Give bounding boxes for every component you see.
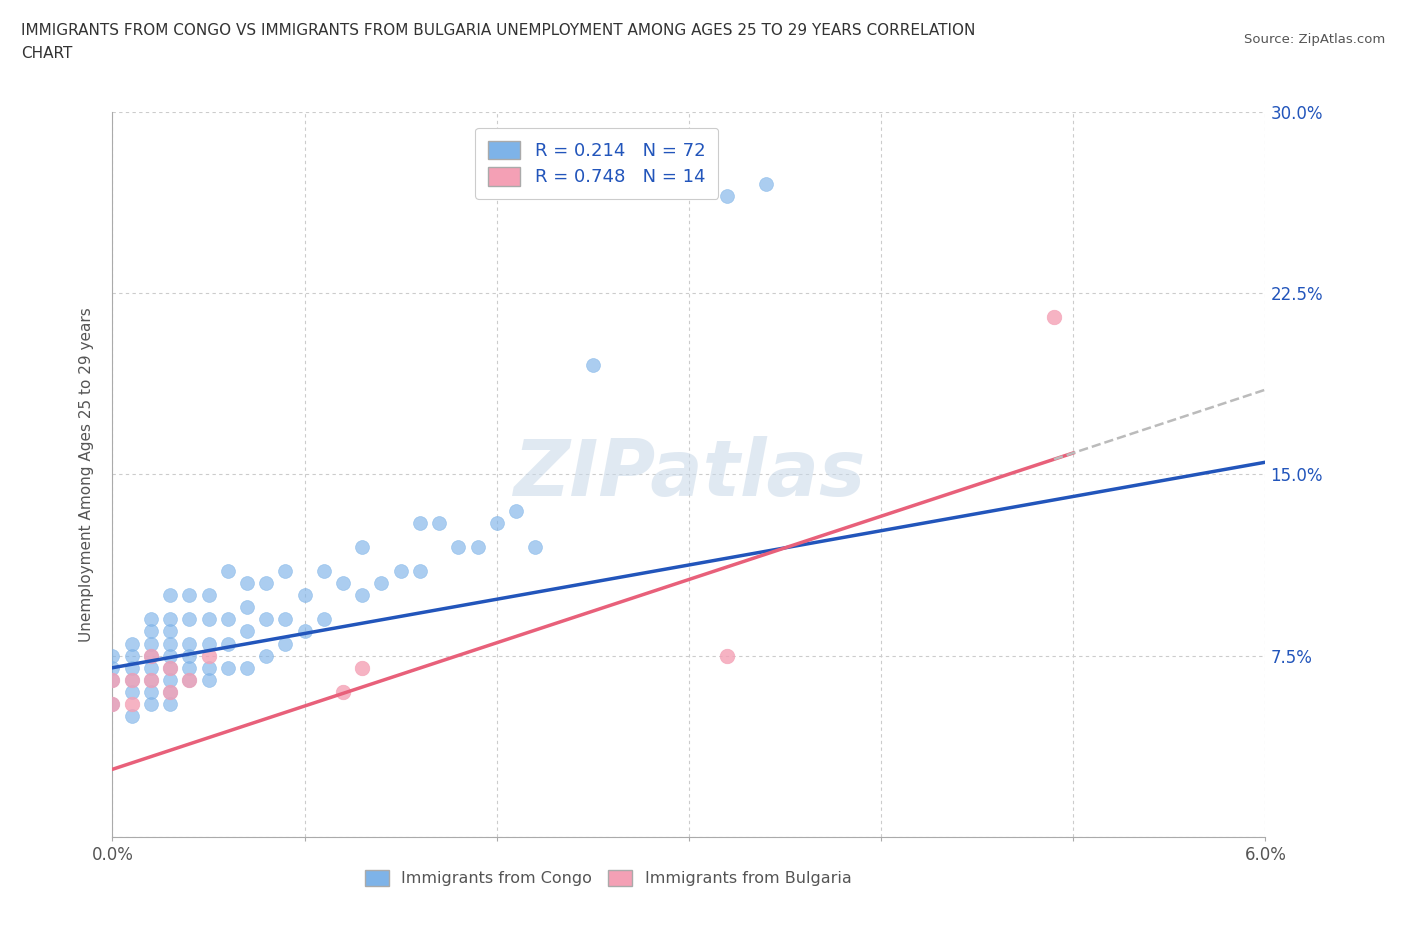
Point xyxy=(197,612,219,627)
Point xyxy=(236,600,259,615)
Point xyxy=(101,697,124,711)
Y-axis label: Unemployment Among Ages 25 to 29 years: Unemployment Among Ages 25 to 29 years xyxy=(79,307,94,642)
Point xyxy=(179,648,201,663)
Point xyxy=(254,612,277,627)
Text: ZIPatlas: ZIPatlas xyxy=(513,436,865,512)
Point xyxy=(159,648,181,663)
Point xyxy=(427,515,450,530)
Point xyxy=(139,684,162,699)
Point xyxy=(179,612,201,627)
Point xyxy=(409,564,432,578)
Point xyxy=(582,358,605,373)
Point xyxy=(236,624,259,639)
Point xyxy=(716,189,738,204)
Point xyxy=(197,660,219,675)
Point xyxy=(139,648,162,663)
Point xyxy=(139,612,162,627)
Point xyxy=(352,660,374,675)
Point xyxy=(179,672,201,687)
Point xyxy=(197,672,219,687)
Point xyxy=(352,539,374,554)
Point xyxy=(274,612,297,627)
Point xyxy=(332,576,354,591)
Point xyxy=(121,684,143,699)
Point xyxy=(139,672,162,687)
Point xyxy=(159,660,181,675)
Point xyxy=(159,624,181,639)
Point xyxy=(447,539,470,554)
Text: CHART: CHART xyxy=(21,46,73,61)
Text: Source: ZipAtlas.com: Source: ZipAtlas.com xyxy=(1244,33,1385,46)
Point xyxy=(294,624,316,639)
Point xyxy=(139,624,162,639)
Point xyxy=(524,539,547,554)
Point xyxy=(121,648,143,663)
Point xyxy=(179,660,201,675)
Point xyxy=(121,672,143,687)
Point xyxy=(332,684,354,699)
Point xyxy=(159,684,181,699)
Point xyxy=(1043,310,1066,325)
Point xyxy=(312,612,335,627)
Point xyxy=(101,697,124,711)
Point xyxy=(121,672,143,687)
Point xyxy=(121,697,143,711)
Point xyxy=(121,660,143,675)
Point xyxy=(294,588,316,603)
Point xyxy=(179,588,201,603)
Point xyxy=(101,672,124,687)
Point xyxy=(159,636,181,651)
Point xyxy=(505,503,527,518)
Point xyxy=(217,636,239,651)
Point xyxy=(179,636,201,651)
Point xyxy=(274,636,297,651)
Point xyxy=(312,564,335,578)
Point xyxy=(197,588,219,603)
Point xyxy=(274,564,297,578)
Point xyxy=(101,672,124,687)
Point xyxy=(755,177,778,192)
Point xyxy=(139,648,162,663)
Text: IMMIGRANTS FROM CONGO VS IMMIGRANTS FROM BULGARIA UNEMPLOYMENT AMONG AGES 25 TO : IMMIGRANTS FROM CONGO VS IMMIGRANTS FROM… xyxy=(21,23,976,38)
Point xyxy=(159,588,181,603)
Point xyxy=(121,636,143,651)
Point xyxy=(139,697,162,711)
Point xyxy=(139,660,162,675)
Legend: Immigrants from Congo, Immigrants from Bulgaria: Immigrants from Congo, Immigrants from B… xyxy=(357,862,859,895)
Point xyxy=(409,515,432,530)
Point xyxy=(485,515,508,530)
Point xyxy=(352,588,374,603)
Point xyxy=(139,636,162,651)
Point xyxy=(159,660,181,675)
Point xyxy=(254,648,277,663)
Point xyxy=(236,576,259,591)
Point xyxy=(101,660,124,675)
Point xyxy=(139,672,162,687)
Point xyxy=(121,709,143,724)
Point xyxy=(217,660,239,675)
Point xyxy=(370,576,392,591)
Point xyxy=(236,660,259,675)
Point xyxy=(159,684,181,699)
Point xyxy=(159,697,181,711)
Point xyxy=(716,648,738,663)
Point xyxy=(389,564,412,578)
Point xyxy=(179,672,201,687)
Point xyxy=(159,612,181,627)
Point xyxy=(217,612,239,627)
Point xyxy=(101,648,124,663)
Point xyxy=(217,564,239,578)
Point xyxy=(159,672,181,687)
Point xyxy=(254,576,277,591)
Point xyxy=(197,648,219,663)
Point xyxy=(197,636,219,651)
Point xyxy=(467,539,489,554)
